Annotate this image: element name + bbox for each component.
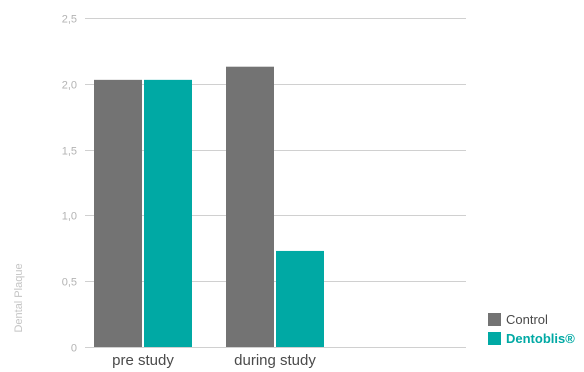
y-axis-tick-labels: 0 0,5 1,0 1,5 2,0 2,5 xyxy=(62,14,77,355)
legend: Control Dentoblis® xyxy=(488,312,575,346)
grid-lines xyxy=(85,18,466,348)
legend-label: Dentoblis® xyxy=(506,331,575,346)
bar xyxy=(94,79,142,348)
y-tick-label: 0 xyxy=(71,343,77,355)
legend-swatch xyxy=(488,313,501,326)
y-axis-title: Dental Plaque xyxy=(13,263,25,332)
x-category-label: pre study xyxy=(112,352,174,369)
bar xyxy=(226,66,274,347)
y-tick-label: 0,5 xyxy=(62,277,77,289)
x-axis-category-labels: pre study during study xyxy=(112,352,316,369)
y-tick-label: 2,0 xyxy=(62,80,77,92)
y-tick-label: 2,5 xyxy=(62,14,77,26)
bar xyxy=(144,79,192,348)
legend-swatch xyxy=(488,332,501,345)
bars xyxy=(94,66,324,348)
x-category-label: during study xyxy=(234,352,316,369)
legend-label: Control xyxy=(506,312,548,327)
y-tick-label: 1,0 xyxy=(62,211,77,223)
y-tick-label: 1,5 xyxy=(62,146,77,158)
bar xyxy=(276,250,324,347)
